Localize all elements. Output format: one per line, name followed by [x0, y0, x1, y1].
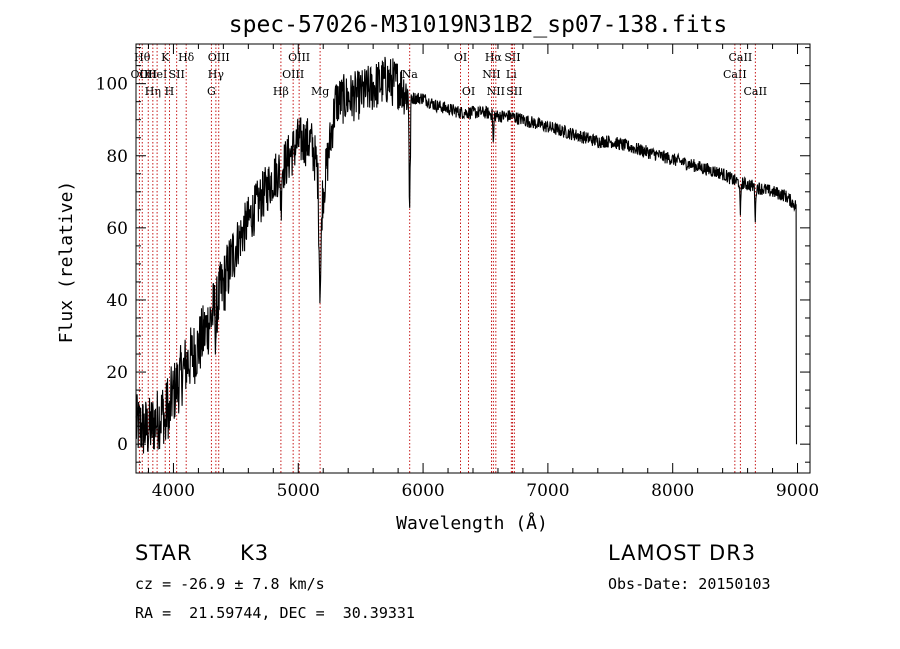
object-class: STAR	[135, 541, 193, 565]
spectral-line-label: OII	[131, 68, 149, 81]
spectral-line-label: OIII	[288, 51, 310, 64]
spectral-line-label: OII	[139, 68, 157, 81]
spectral-line-label: NII	[487, 85, 505, 98]
subclass: K3	[240, 541, 270, 565]
spectral-line-label: OIII	[282, 68, 304, 81]
spectral-line-label: H	[165, 85, 175, 98]
spectral-line-label: NII	[482, 68, 500, 81]
spectral-line-label: Hβ	[273, 85, 289, 98]
spectral-line-label: G	[207, 85, 216, 98]
y-tick-label: 80	[106, 147, 128, 167]
x-tick-label: 6000	[401, 481, 444, 501]
spectral-line-label: HeI	[147, 68, 167, 81]
spectral-line-label: Li	[506, 68, 517, 81]
spectral-line-label: Hα	[485, 51, 503, 64]
chart-title: spec-57026-M31019N31B2_sp07-138.fits	[229, 12, 728, 38]
x-tick-label: 4000	[152, 481, 195, 501]
y-tick-label: 20	[106, 363, 128, 383]
axis-ticks: 4000 5000 6000 7000 8000 9000 0 20 40 60 80 100	[96, 44, 819, 501]
spectral-line-label: Mg	[311, 85, 329, 98]
y-tick-label: 60	[106, 219, 128, 239]
survey-label: LAMOST DR3	[608, 541, 757, 565]
spectral-line-label: OI	[462, 85, 475, 98]
spectral-line-label: SII	[504, 51, 520, 64]
spectral-line-label: Hθ	[134, 51, 151, 64]
spectral-line-label: K	[161, 51, 170, 64]
spectral-line-label: Hγ	[208, 68, 225, 81]
y-axis-label: Flux (relative)	[56, 181, 77, 344]
x-tick-label: 9000	[776, 481, 819, 501]
spectral-line-markers: OII Hθ OII Hη HeI K H SII Hδ G Hγ OIII Hβ OIII OIII Mg N…	[131, 44, 767, 473]
spectral-line-label: CaII	[743, 85, 767, 98]
x-tick-label: 8000	[651, 481, 694, 501]
x-axis-label: Wavelength (Å)	[396, 512, 548, 534]
spectral-line-label: OI	[454, 51, 467, 64]
x-tick-label: 7000	[526, 481, 569, 501]
y-tick-label: 100	[96, 75, 128, 95]
spectral-line-label: Na	[402, 68, 419, 81]
spectrum-line	[135, 56, 798, 454]
y-tick-label: 40	[106, 291, 128, 311]
spectral-line-label: OIII	[208, 51, 230, 64]
spectral-line-label: Hη	[145, 85, 161, 98]
spectral-line-label: CaII	[729, 51, 753, 64]
coordinates: RA = 21.59744, DEC = 30.39331	[135, 604, 415, 622]
redshift-readout: cz = -26.9 ± 7.8 km/s	[135, 575, 325, 593]
spectral-line-label: SII	[169, 68, 185, 81]
spectral-line-label: SII	[506, 85, 522, 98]
spectral-line-label: CaII	[723, 68, 747, 81]
obs-date: Obs-Date: 20150103	[608, 575, 771, 593]
x-tick-label: 5000	[277, 481, 320, 501]
spectral-line-label: Hδ	[178, 51, 195, 64]
y-tick-label: 0	[117, 435, 128, 455]
